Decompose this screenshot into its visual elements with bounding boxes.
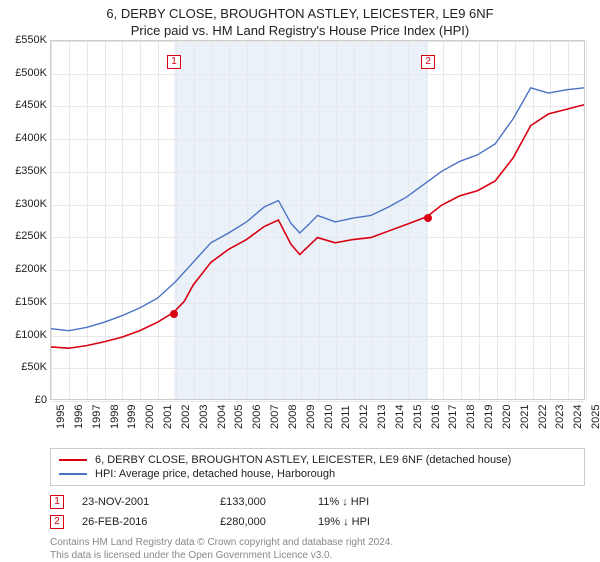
x-tick-label: 1999 [126, 405, 138, 429]
x-tick-label: 2007 [269, 405, 281, 429]
x-tick-label: 2024 [572, 405, 584, 429]
x-tick-label: 1997 [91, 405, 103, 429]
sale-row: 1 23-NOV-2001 £133,000 11% ↓ HPI [50, 492, 585, 512]
legend-item: HPI: Average price, detached house, Harb… [59, 467, 576, 481]
series-hpi [51, 88, 584, 331]
x-tick-label: 2008 [287, 405, 299, 429]
legend-item: 6, DERBY CLOSE, BROUGHTON ASTLEY, LEICES… [59, 453, 576, 467]
sale-date: 26-FEB-2016 [82, 516, 202, 528]
x-tick-label: 1998 [109, 405, 121, 429]
chart-lines [51, 41, 584, 399]
y-tick-label: £300K [3, 198, 47, 210]
chart-title-block: 6, DERBY CLOSE, BROUGHTON ASTLEY, LEICES… [0, 0, 600, 40]
y-tick-label: £0 [3, 394, 47, 406]
x-tick-label: 2006 [251, 405, 263, 429]
x-tick-label: 2020 [501, 405, 513, 429]
attribution-footer: Contains HM Land Registry data © Crown c… [50, 536, 585, 562]
x-tick-label: 2005 [233, 405, 245, 429]
sale-row-marker: 1 [50, 495, 64, 509]
x-tick-label: 2016 [430, 405, 442, 429]
legend-swatch [59, 459, 87, 461]
x-tick-label: 2022 [537, 405, 549, 429]
y-tick-label: £450K [3, 99, 47, 111]
sales-table: 1 23-NOV-2001 £133,000 11% ↓ HPI 2 26-FEB-201… [50, 492, 585, 532]
x-tick-label: 2012 [358, 405, 370, 429]
footer-line1: Contains HM Land Registry data © Crown c… [50, 536, 585, 549]
price-chart: £0£50K£100K£150K£200K£250K£300K£350K£400… [50, 40, 585, 400]
x-tick-label: 2013 [376, 405, 388, 429]
sale-marker-box: 1 [167, 55, 181, 69]
y-tick-label: £400K [3, 132, 47, 144]
x-axis-labels: 1995 1996 1997 1998 1999 2000 2001 2002 2003 2004… [51, 399, 584, 443]
x-tick-label: 2015 [412, 405, 424, 429]
sale-diff: 19% ↓ HPI [318, 516, 408, 528]
x-tick-label: 2023 [554, 405, 566, 429]
y-tick-label: £350K [3, 165, 47, 177]
title-subtitle: Price paid vs. HM Land Registry's House … [0, 23, 600, 38]
legend-label: 6, DERBY CLOSE, BROUGHTON ASTLEY, LEICES… [95, 454, 511, 466]
y-tick-label: £250K [3, 230, 47, 242]
x-tick-label: 1996 [73, 405, 85, 429]
title-address: 6, DERBY CLOSE, BROUGHTON ASTLEY, LEICES… [0, 6, 600, 21]
gridline-h [51, 401, 584, 402]
x-tick-label: 2000 [144, 405, 156, 429]
x-tick-label: 2004 [216, 405, 228, 429]
x-tick-label: 2014 [394, 405, 406, 429]
y-tick-label: £50K [3, 361, 47, 373]
sale-price: £133,000 [220, 496, 300, 508]
footer-line2: This data is licensed under the Open Gov… [50, 549, 585, 562]
chart-legend: 6, DERBY CLOSE, BROUGHTON ASTLEY, LEICES… [50, 448, 585, 486]
x-tick-label: 2019 [483, 405, 495, 429]
legend-label: HPI: Average price, detached house, Harb… [95, 468, 335, 480]
y-tick-label: £500K [3, 67, 47, 79]
sale-marker-dot [170, 310, 178, 318]
legend-swatch [59, 473, 87, 475]
sale-diff: 11% ↓ HPI [318, 496, 408, 508]
y-tick-label: £100K [3, 329, 47, 341]
x-tick-label: 2021 [519, 405, 531, 429]
sale-row-marker: 2 [50, 515, 64, 529]
y-tick-label: £550K [3, 34, 47, 46]
x-tick-label: 2011 [340, 405, 352, 429]
y-tick-label: £150K [3, 296, 47, 308]
sale-row: 2 26-FEB-2016 £280,000 19% ↓ HPI [50, 512, 585, 532]
x-tick-label: 2025 [590, 405, 600, 429]
x-tick-label: 2009 [305, 405, 317, 429]
y-axis-labels: £0£50K£100K£150K£200K£250K£300K£350K£400… [3, 34, 47, 392]
x-tick-label: 2018 [465, 405, 477, 429]
x-tick-label: 1995 [55, 405, 67, 429]
sale-date: 23-NOV-2001 [82, 496, 202, 508]
gridline-v [586, 41, 587, 399]
x-tick-label: 2003 [198, 405, 210, 429]
sale-marker-box: 2 [421, 55, 435, 69]
x-tick-label: 2017 [447, 405, 459, 429]
x-tick-label: 2010 [323, 405, 335, 429]
sale-price: £280,000 [220, 516, 300, 528]
x-tick-label: 2002 [180, 405, 192, 429]
x-tick-label: 2001 [162, 405, 174, 429]
sale-marker-dot [424, 214, 432, 222]
y-tick-label: £200K [3, 263, 47, 275]
